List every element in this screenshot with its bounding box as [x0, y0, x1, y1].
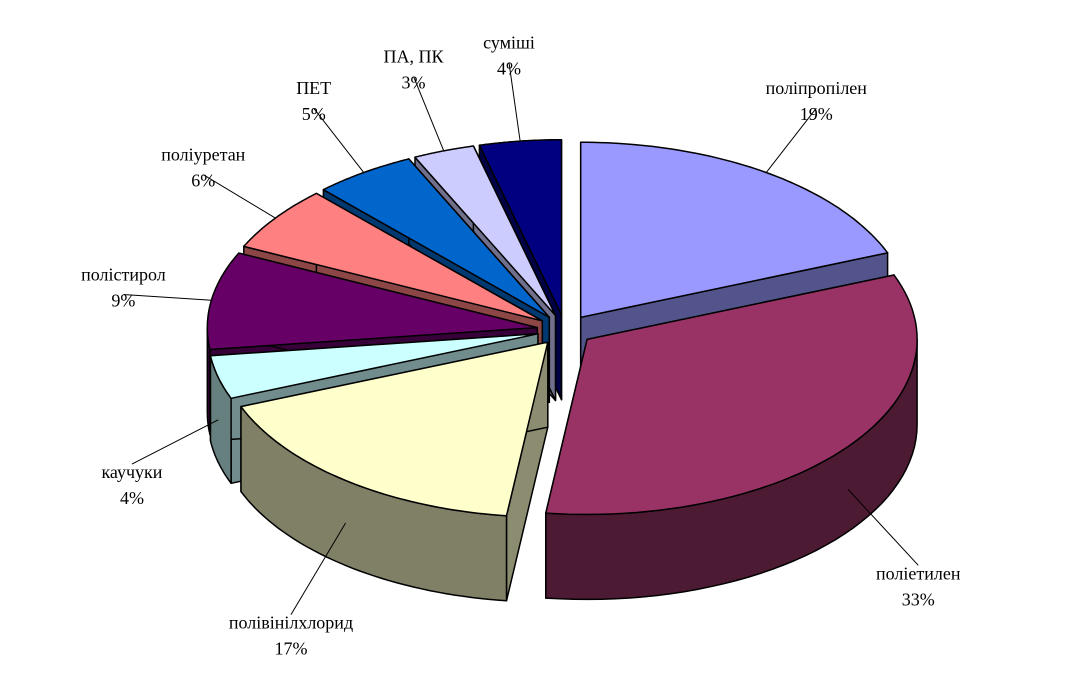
category-label: суміші: [483, 32, 535, 52]
leader-line: [765, 107, 817, 173]
slice: [240, 341, 549, 602]
category-label: поліуретан: [161, 145, 245, 165]
value-label: 4%: [120, 488, 144, 508]
slice-top: [545, 274, 918, 516]
slice-top: [243, 192, 544, 322]
leader-line: [508, 62, 521, 142]
leader-line: [413, 76, 445, 152]
leader-line: [313, 107, 365, 173]
leader-line: [123, 294, 212, 301]
value-label: 5%: [302, 104, 326, 124]
value-label: 4%: [497, 58, 521, 78]
leader-line: [203, 174, 276, 219]
leader-line: [847, 488, 919, 566]
category-label: полівінілхлорид: [229, 613, 353, 633]
value-label: 19%: [800, 104, 833, 124]
value-label: 9%: [111, 291, 135, 311]
category-label: ПЕТ: [296, 78, 331, 98]
category-label: поліпропілен: [766, 78, 868, 98]
slice-top: [240, 341, 549, 517]
category-label: поліетилен: [876, 563, 961, 583]
category-label: полістирол: [81, 265, 166, 285]
slice-top: [209, 333, 539, 400]
leader-line: [131, 419, 219, 465]
value-label: 17%: [274, 639, 307, 659]
leader-line: [290, 522, 347, 615]
slice: [545, 274, 918, 601]
value-label: 3%: [402, 73, 426, 93]
value-label: 33%: [902, 589, 935, 609]
category-label: ПА, ПК: [384, 47, 445, 67]
category-label: каучуки: [101, 462, 162, 482]
value-label: 6%: [191, 171, 215, 191]
slice-top: [414, 145, 557, 317]
